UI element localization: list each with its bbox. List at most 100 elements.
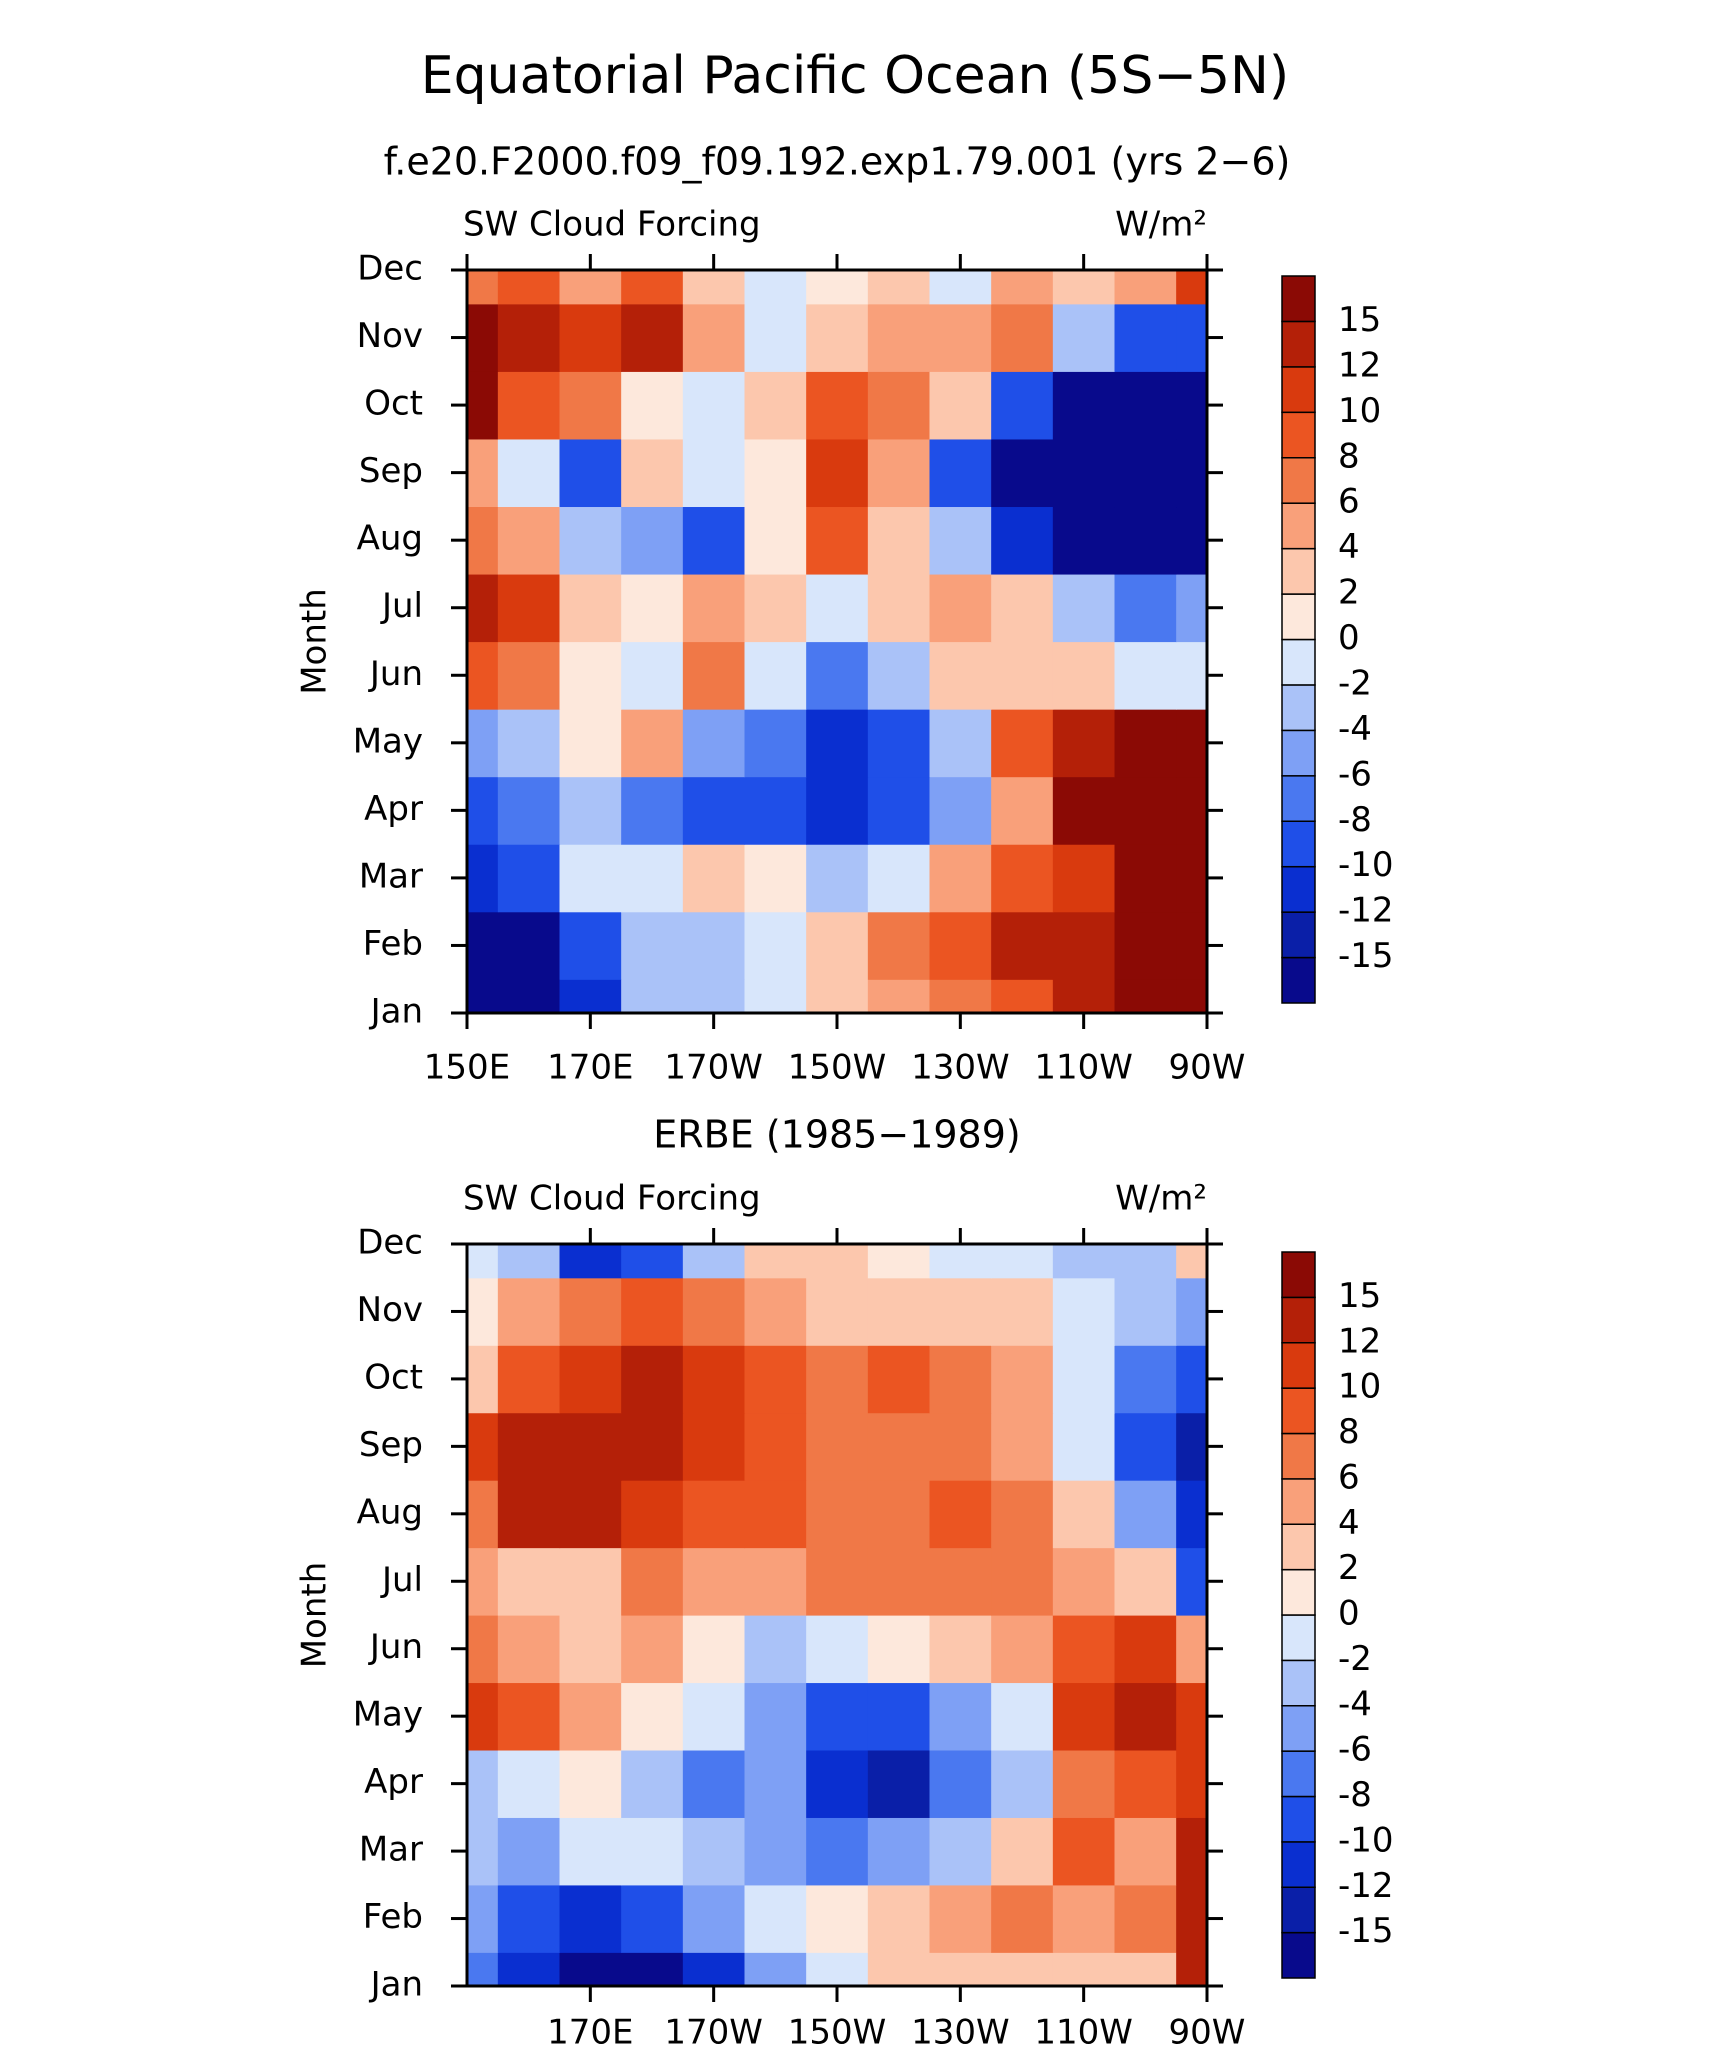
contour-cell xyxy=(497,1884,561,1953)
contour-cell xyxy=(1052,844,1116,913)
contour-cell xyxy=(559,1547,622,1616)
colorbar-box xyxy=(1281,457,1316,504)
contour-cell xyxy=(867,303,931,372)
contour-cell xyxy=(1176,1817,1208,1886)
contour-cell xyxy=(991,1749,1054,1818)
contour-cell xyxy=(467,270,499,305)
contour-cell xyxy=(559,641,622,710)
colorbar-label: 8 xyxy=(1338,436,1360,476)
contour-cell xyxy=(929,1345,992,1414)
x-tick-label: 170W xyxy=(664,2013,763,2053)
contour-cell xyxy=(806,844,869,913)
colorbar-box xyxy=(1281,1795,1316,1843)
contour-cell xyxy=(559,506,622,575)
contour-cell xyxy=(1176,371,1208,440)
y-tick-label: May xyxy=(353,721,423,761)
contour-cell xyxy=(467,911,499,980)
contour-cell xyxy=(929,776,992,845)
contour-cell xyxy=(744,573,807,643)
contour-cell xyxy=(867,1682,931,1751)
contour-cell xyxy=(682,1952,746,1987)
contour-cell xyxy=(467,641,499,710)
chart-title: Equatorial Pacific Ocean (5S−5N) xyxy=(421,46,1289,106)
left-string: SW Cloud Forcing xyxy=(463,205,761,245)
contour-cell xyxy=(1114,1547,1177,1616)
contour-cell xyxy=(929,303,992,372)
contour-cell xyxy=(682,506,746,575)
contour-cell xyxy=(1176,1345,1208,1414)
contour-cell xyxy=(1052,1480,1116,1549)
contour-cell xyxy=(497,1547,561,1616)
contour-cell xyxy=(682,1817,746,1886)
contour-cell xyxy=(991,303,1054,372)
contour-cell xyxy=(1052,1547,1116,1616)
contour-cell xyxy=(1176,1277,1208,1346)
contour-cell xyxy=(806,573,869,643)
contour-cell xyxy=(744,641,807,710)
contour-cell xyxy=(806,1345,869,1414)
contour-cell xyxy=(867,1480,931,1549)
contour-cell xyxy=(991,438,1054,508)
contour-cell xyxy=(1176,506,1208,575)
contour-cell xyxy=(929,844,992,913)
contour-cell xyxy=(467,303,499,372)
y-tick-label: Dec xyxy=(357,1223,423,1263)
y-tick-label: Sep xyxy=(359,1425,423,1465)
contour-cell xyxy=(929,1480,992,1549)
contour-cell xyxy=(497,709,561,778)
contour-cell xyxy=(867,911,931,980)
contour-cell xyxy=(467,506,499,575)
chart-title: ERBE (1985−1989) xyxy=(653,1113,1020,1157)
contour-cell xyxy=(1052,641,1116,710)
x-tick-label: 130W xyxy=(911,1048,1010,1088)
right-string: W/m² xyxy=(1115,205,1207,245)
y-tick-label: Aug xyxy=(357,519,423,559)
contour-cell xyxy=(559,709,622,778)
colorbar-box xyxy=(1281,275,1316,323)
contour-cell xyxy=(682,303,746,372)
colorbar-label: 0 xyxy=(1338,1594,1360,1634)
contour-cell xyxy=(867,371,931,440)
contour-cell xyxy=(1114,1615,1177,1684)
contour-cell xyxy=(806,641,869,710)
contour-cell xyxy=(467,1884,499,1953)
contour-cell xyxy=(497,1480,561,1549)
contour-cell xyxy=(991,270,1054,305)
contour-cell xyxy=(1114,506,1177,575)
right-string: W/m² xyxy=(1115,1179,1207,1219)
contour-cell xyxy=(682,1277,746,1346)
contour-cell xyxy=(467,1952,499,1987)
contour-cell xyxy=(991,371,1054,440)
colorbar-box xyxy=(1281,1251,1316,1299)
colorbar-box xyxy=(1281,366,1316,414)
contour-cell xyxy=(806,979,869,1014)
x-tick-label: 150W xyxy=(788,1048,887,1088)
contour-cell xyxy=(497,1952,561,1987)
contour-cell xyxy=(1176,1749,1208,1818)
contour-cell xyxy=(621,1547,684,1616)
contour-cell xyxy=(806,776,869,845)
contour-cell xyxy=(991,1277,1054,1346)
contour-cell xyxy=(497,270,561,305)
contour-cell xyxy=(991,1345,1054,1414)
x-tick-label: 90W xyxy=(1169,1048,1246,1088)
contour-cell xyxy=(559,270,622,305)
contour-cell xyxy=(991,1480,1054,1549)
contour-cell xyxy=(682,1749,746,1818)
contour-cell xyxy=(929,1547,992,1616)
colorbar-box xyxy=(1281,547,1316,595)
y-tick-label: Jul xyxy=(380,586,423,626)
colorbar-box xyxy=(1281,1659,1316,1707)
contour-cell xyxy=(621,1345,684,1414)
colorbar-label: -8 xyxy=(1338,800,1372,840)
contour-cell xyxy=(1176,709,1208,778)
x-tick-label: 170W xyxy=(664,1048,763,1088)
contour-cell xyxy=(621,1952,684,1987)
contour-cell xyxy=(806,1682,869,1751)
y-tick-label: Nov xyxy=(357,316,423,356)
contour-cell xyxy=(744,709,807,778)
contour-cell xyxy=(991,844,1054,913)
contour-cell xyxy=(682,1244,746,1279)
contour-cell xyxy=(621,641,684,710)
contour-cell xyxy=(497,1412,561,1481)
